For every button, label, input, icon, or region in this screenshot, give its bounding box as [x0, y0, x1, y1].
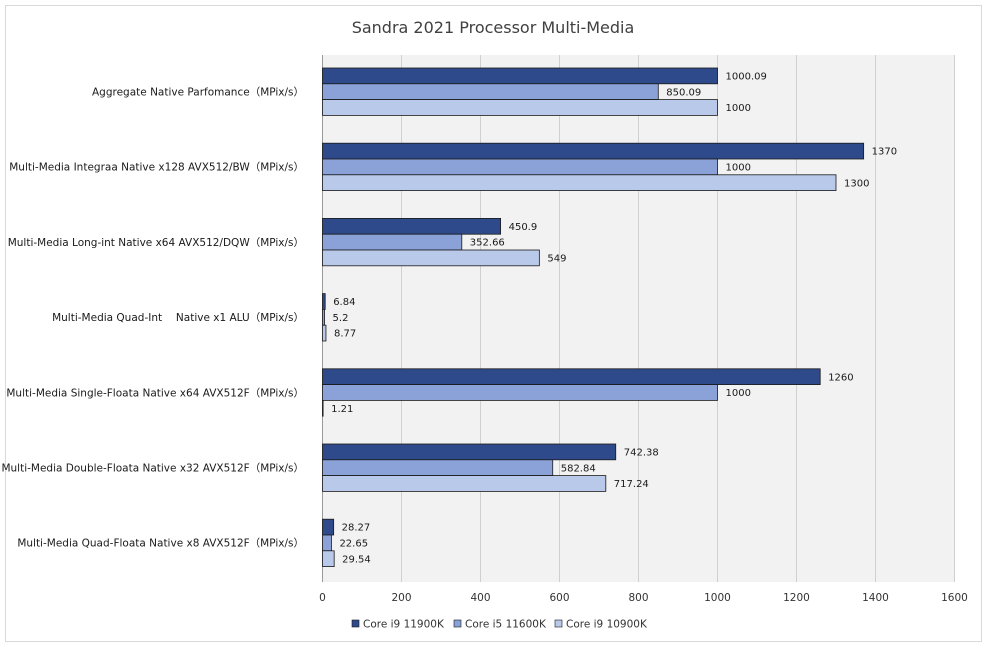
data-label: 742.38 — [624, 448, 659, 459]
data-label: 5.2 — [333, 313, 349, 324]
bar — [322, 443, 617, 461]
bar — [322, 217, 502, 235]
bar — [322, 142, 865, 160]
x-tick-label: 600 — [549, 592, 569, 604]
legend-label: Core i5 11600K — [465, 619, 547, 631]
bar — [322, 67, 718, 85]
category-label: Multi-Media Single-Floata Native x64 AVX… — [6, 387, 304, 399]
bar — [322, 399, 324, 417]
data-label: 450.9 — [509, 222, 538, 233]
category-label: Multi-Media Quad-Int Native x1 ALU（MPix/… — [52, 312, 304, 324]
data-label: 28.27 — [342, 523, 371, 534]
data-label: 8.77 — [334, 329, 356, 340]
data-label: 850.09 — [666, 87, 701, 98]
data-label: 1000.09 — [726, 72, 767, 83]
bar — [322, 518, 335, 536]
legend-label: Core i9 11900K — [363, 619, 445, 631]
data-labels: 1000.09 850.09 1000 1370 1000 1300 450.9 352.66… — [331, 72, 897, 566]
legend-swatch — [554, 619, 563, 628]
legend-swatch — [453, 619, 462, 628]
bar — [322, 293, 326, 310]
data-label: 22.65 — [339, 539, 368, 550]
category-label: Multi-Media Quad-Floata Native x8 AVX512… — [17, 538, 304, 550]
x-axis-ticks: 0 200 400 600 800 1000 1200 1400 1600 — [319, 592, 968, 604]
bar — [322, 384, 718, 401]
bar — [322, 475, 607, 492]
bar — [322, 99, 718, 116]
data-label: 1000 — [726, 103, 751, 114]
category-label: Aggregate Native Parfomance（MPix/s） — [92, 87, 304, 99]
bar — [322, 368, 821, 385]
data-label: 1000 — [726, 163, 751, 174]
data-label: 29.54 — [342, 554, 371, 565]
data-label: 1300 — [844, 178, 869, 189]
x-tick-label: 800 — [628, 592, 648, 604]
bar — [322, 534, 332, 552]
legend: Core i9 11900K Core i5 11600K Core i9 1090… — [351, 619, 648, 631]
x-tick-label: 1000 — [704, 592, 731, 604]
data-label: 1000 — [726, 388, 751, 399]
bar — [322, 249, 540, 267]
bars — [322, 67, 865, 567]
data-label: 582.84 — [561, 463, 596, 474]
data-label: 549 — [547, 254, 566, 265]
data-label: 717.24 — [614, 479, 649, 490]
data-label: 1260 — [828, 372, 853, 383]
category-label: Multi-Media Integraa Native x128 AVX512/… — [9, 162, 304, 174]
data-label: 6.84 — [333, 297, 355, 308]
x-tick-label: 1600 — [941, 592, 968, 604]
bar — [322, 158, 718, 176]
data-label: 1.21 — [331, 404, 353, 415]
legend-label: Core i9 10900K — [566, 619, 648, 631]
category-labels: Aggregate Native Parfomance（MPix/s） Multi… — [1, 87, 304, 550]
bar — [322, 233, 463, 251]
bar — [322, 550, 335, 567]
x-tick-label: 400 — [470, 592, 490, 604]
bar — [322, 174, 837, 192]
bar — [322, 83, 659, 101]
chart-title: Sandra 2021 Processor Multi-Media — [352, 18, 635, 37]
bar — [322, 324, 327, 342]
x-tick-label: 200 — [391, 592, 411, 604]
x-tick-label: 1200 — [783, 592, 810, 604]
x-tick-label: 0 — [319, 592, 326, 604]
category-label: Multi-Media Double-Floata Native x32 AVX… — [1, 463, 304, 475]
x-tick-label: 1400 — [862, 592, 889, 604]
legend-swatch — [351, 619, 360, 628]
data-label: 1370 — [872, 147, 897, 158]
category-label: Multi-Media Long-int Native x64 AVX512/D… — [8, 237, 304, 249]
bar — [322, 459, 554, 476]
bar — [322, 308, 325, 326]
data-label: 352.66 — [470, 238, 505, 249]
